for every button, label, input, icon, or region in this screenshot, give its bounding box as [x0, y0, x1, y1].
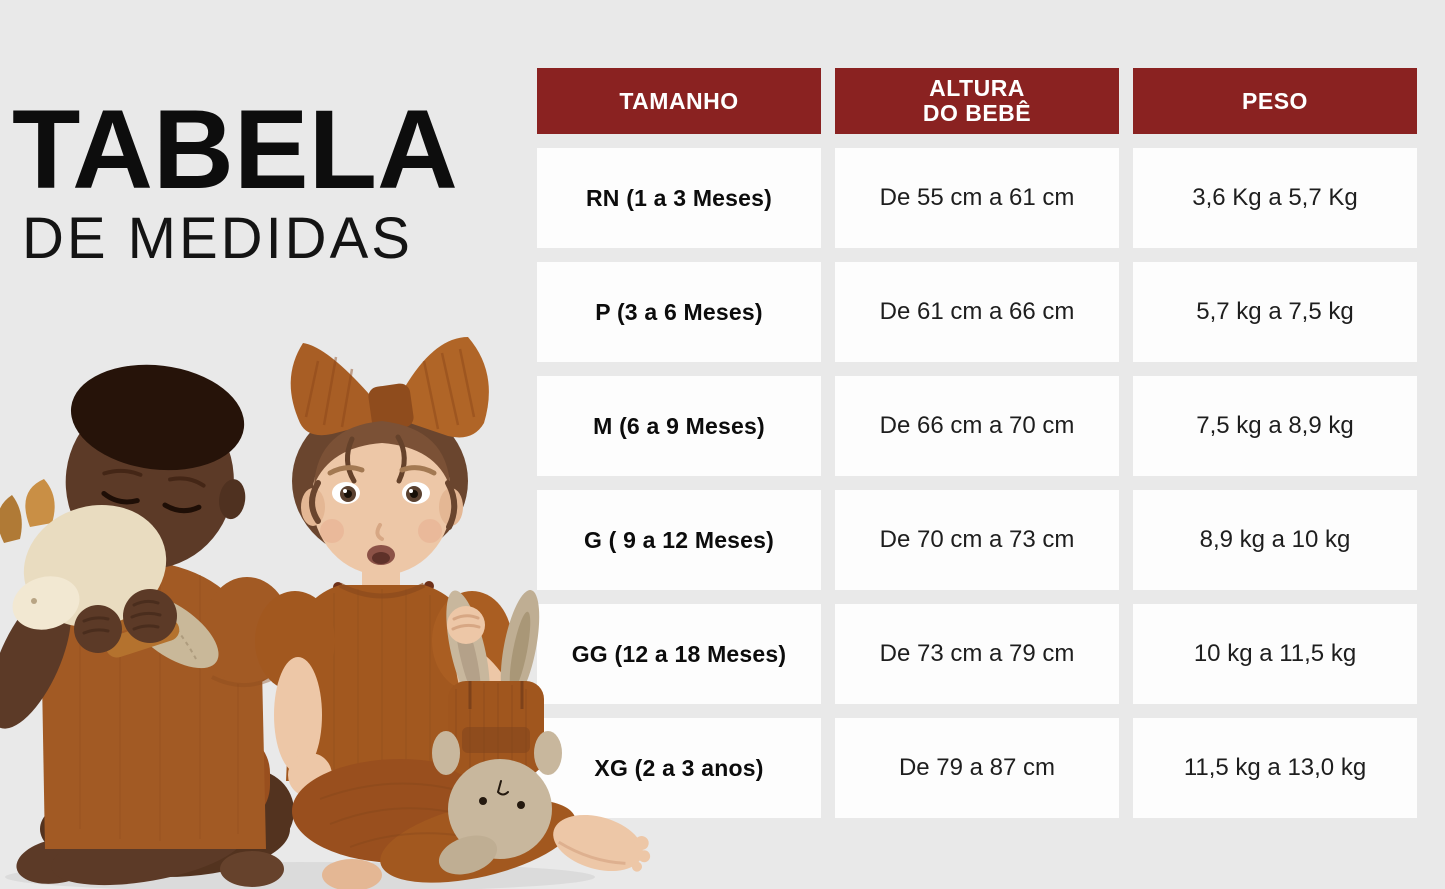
weight-cell: 11,5 kg a 13,0 kg: [1133, 718, 1417, 818]
header-label: TAMANHO: [619, 87, 739, 114]
baby-boy-illustration: [0, 364, 294, 887]
header-label-line2: DO BEBÊ: [922, 100, 1032, 126]
weight-cell: 7,5 kg a 8,9 kg: [1133, 376, 1417, 476]
height-cell: De 55 cm a 61 cm: [835, 148, 1119, 248]
column-header-peso: PESO: [1133, 68, 1417, 134]
babies-photo: [0, 337, 651, 889]
weight-cell: 8,9 kg a 10 kg: [1133, 490, 1417, 590]
bare-foot: [553, 814, 651, 872]
size-cell: RN (1 a 3 Meses): [537, 148, 821, 248]
size-cell: M (6 a 9 Meses): [537, 376, 821, 476]
height-cell: De 79 a 87 cm: [835, 718, 1119, 818]
height-cell: De 70 cm a 73 cm: [835, 490, 1119, 590]
height-cell: De 61 cm a 66 cm: [835, 262, 1119, 362]
baby-girl-illustration: [255, 337, 651, 889]
column-header-tamanho: TAMANHO: [537, 68, 821, 134]
page-title: TABELA DE MEDIDAS: [12, 94, 522, 268]
size-cell: P (3 a 6 Meses): [537, 262, 821, 362]
weight-cell: 3,6 Kg a 5,7 Kg: [1133, 148, 1417, 248]
size-cell: GG (12 a 18 Meses): [537, 604, 821, 704]
size-table: TAMANHO ALTURA DO BEBÊ PESO RN (1 a 3 Me…: [537, 68, 1417, 818]
size-cell: XG (2 a 3 anos): [537, 718, 821, 818]
size-cell: G ( 9 a 12 Meses): [537, 490, 821, 590]
weight-cell: 10 kg a 11,5 kg: [1133, 604, 1417, 704]
title-line-1: TABELA: [12, 87, 458, 212]
column-header-altura: ALTURA DO BEBÊ: [835, 68, 1119, 134]
height-cell: De 66 cm a 70 cm: [835, 376, 1119, 476]
plush-bunny-illustration: [432, 589, 562, 875]
title-line-2: DE MEDIDAS: [22, 206, 413, 271]
weight-cell: 5,7 kg a 7,5 kg: [1133, 262, 1417, 362]
height-cell: De 73 cm a 79 cm: [835, 604, 1119, 704]
header-label: PESO: [1242, 87, 1308, 114]
header-label: ALTURA: [929, 75, 1025, 102]
hair-bow-illustration: [290, 337, 489, 438]
